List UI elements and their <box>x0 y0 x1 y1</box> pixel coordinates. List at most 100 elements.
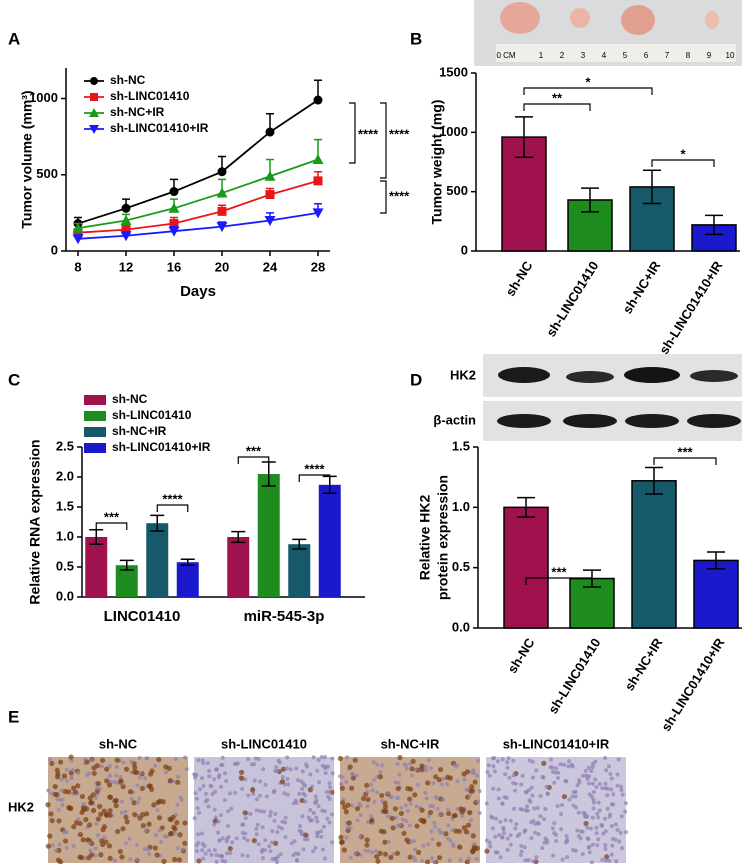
cell <box>548 765 553 770</box>
significance-bracket <box>298 474 331 482</box>
cell <box>498 819 503 824</box>
cell <box>514 822 519 827</box>
cell <box>587 781 592 786</box>
cell <box>303 799 308 804</box>
cell <box>508 833 513 838</box>
cell <box>399 805 404 810</box>
cell <box>272 818 277 823</box>
cell <box>407 823 412 828</box>
cell <box>220 755 225 760</box>
cell <box>254 826 259 831</box>
cell <box>246 793 251 798</box>
cell <box>616 757 621 762</box>
cell <box>283 815 288 820</box>
cell <box>596 815 601 820</box>
cell <box>81 802 86 807</box>
cell <box>596 800 601 805</box>
cell <box>201 761 206 766</box>
cell <box>529 785 534 790</box>
cell <box>350 775 357 781</box>
cell <box>523 790 528 795</box>
bar <box>257 474 280 597</box>
cell <box>502 795 507 800</box>
cell <box>143 776 148 781</box>
cell <box>570 794 575 799</box>
cell <box>311 849 316 854</box>
error-bar <box>707 551 725 570</box>
cell <box>563 779 568 784</box>
cell <box>86 855 92 861</box>
cell <box>550 770 555 775</box>
cell <box>455 779 460 784</box>
cell <box>508 842 513 847</box>
cell <box>123 809 128 814</box>
cell <box>613 822 618 827</box>
data-point <box>120 231 132 242</box>
cell <box>315 830 320 835</box>
cell <box>552 780 557 785</box>
data-point <box>72 234 84 245</box>
cell <box>408 801 413 806</box>
cell <box>56 807 61 812</box>
cell <box>151 802 157 808</box>
cell <box>75 783 81 789</box>
cell <box>88 848 93 853</box>
cell <box>342 804 348 810</box>
cell <box>218 853 223 858</box>
cell <box>50 843 55 848</box>
cell <box>426 814 431 819</box>
cell <box>307 787 313 793</box>
y-tick-label: 1000 <box>439 124 468 139</box>
cell <box>106 782 113 788</box>
cell <box>601 831 606 836</box>
cell <box>530 775 535 780</box>
cell <box>223 771 228 776</box>
cell <box>135 783 140 788</box>
cell <box>544 784 549 789</box>
cell <box>274 764 279 769</box>
bar <box>176 562 199 597</box>
cell <box>233 790 238 795</box>
cell <box>350 771 355 776</box>
cell <box>45 843 52 849</box>
y-tick-label: 2.0 <box>56 468 74 483</box>
data-point <box>168 202 180 213</box>
cell <box>494 816 499 821</box>
cell <box>419 807 425 813</box>
cell <box>595 811 600 816</box>
cell <box>137 796 142 801</box>
cell <box>594 831 599 836</box>
cell <box>120 826 126 832</box>
significance-label: **** <box>304 461 325 476</box>
cell <box>348 855 353 860</box>
cell <box>107 764 112 769</box>
cell <box>240 830 245 835</box>
cell <box>289 841 294 846</box>
cell <box>541 817 546 822</box>
cell <box>138 771 143 776</box>
data-point <box>217 167 227 177</box>
cell <box>534 855 539 860</box>
cell <box>590 815 595 820</box>
cell <box>413 767 418 772</box>
y-axis-label: Tumor volume (mm³) <box>19 90 35 228</box>
cell <box>159 840 164 845</box>
cell <box>600 857 605 862</box>
cell <box>378 828 384 834</box>
cell <box>408 838 413 843</box>
cell <box>113 803 119 809</box>
cell <box>98 852 104 858</box>
cell <box>205 797 210 802</box>
cell <box>132 812 138 818</box>
cell <box>435 806 440 811</box>
cell <box>458 857 463 862</box>
data-point <box>121 225 131 235</box>
cell <box>288 767 293 772</box>
cell <box>93 846 98 851</box>
cell <box>566 764 571 769</box>
significance-label: **** <box>389 188 410 203</box>
ihc-texture <box>45 754 628 864</box>
cell <box>146 821 152 827</box>
cell <box>157 828 162 833</box>
cell <box>436 841 442 847</box>
